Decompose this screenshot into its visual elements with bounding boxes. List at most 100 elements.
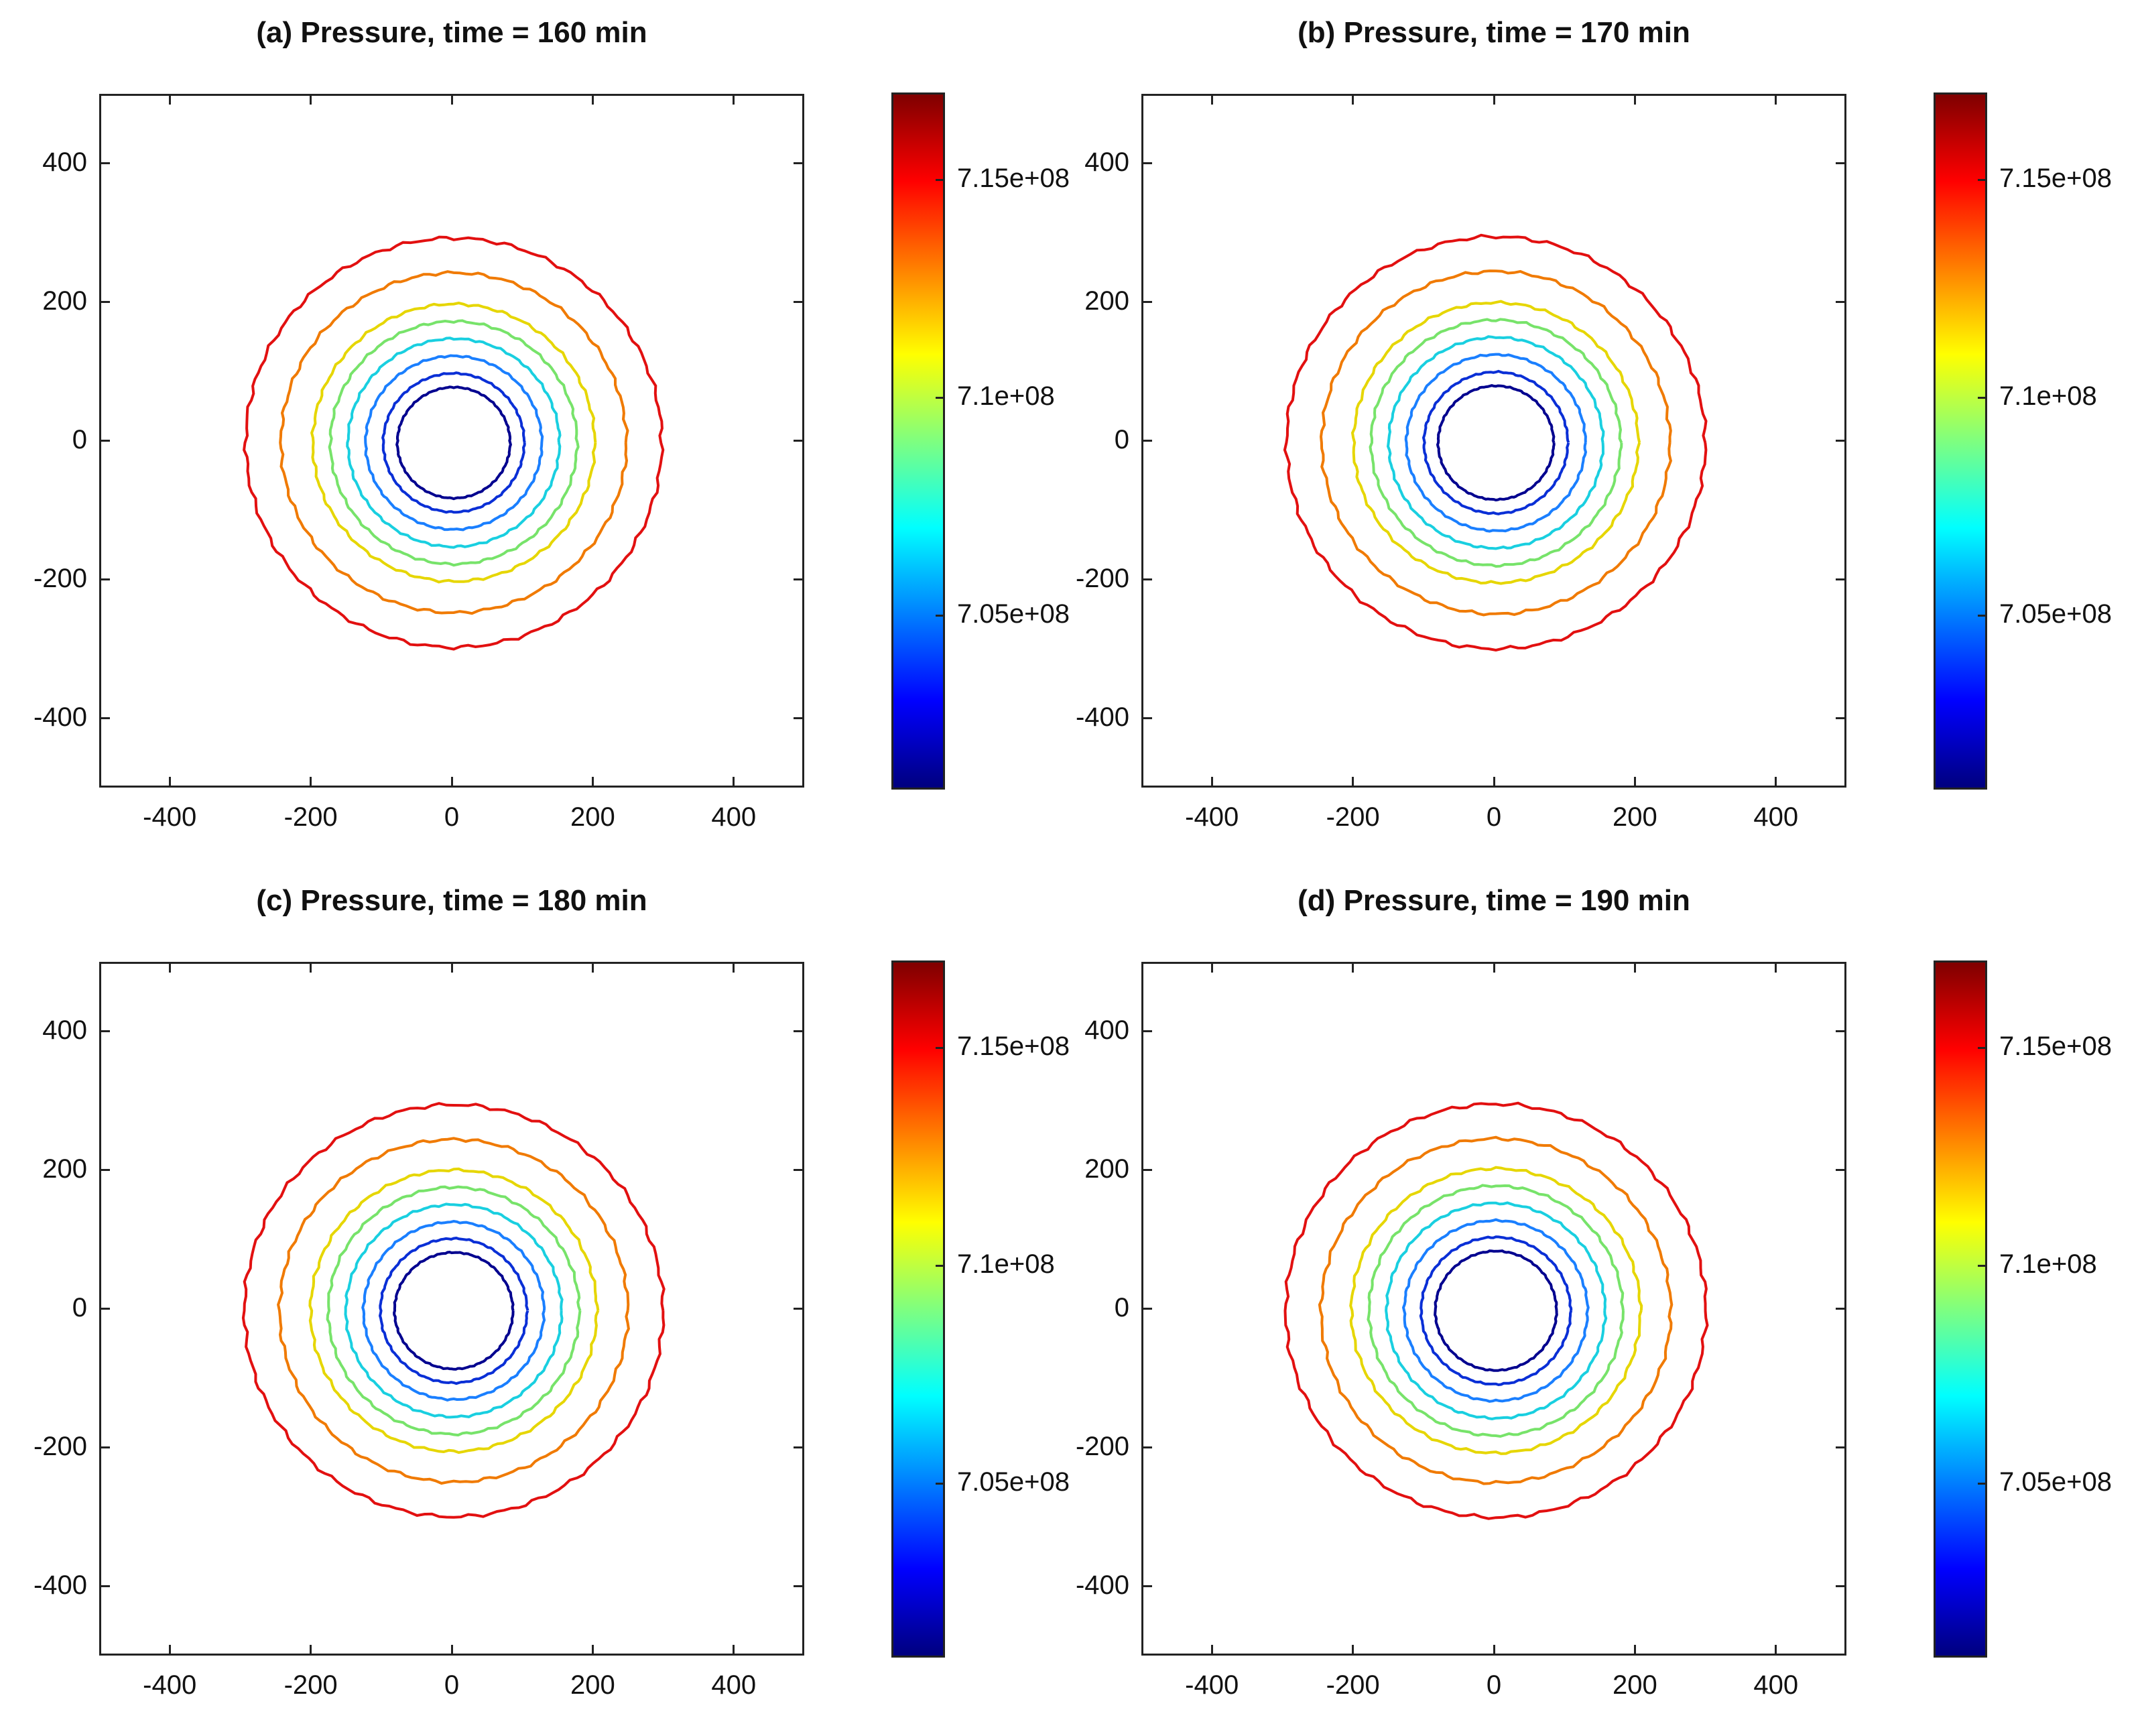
- chart0-ytick-right-2: [794, 440, 804, 442]
- chart3-ytick-left-0: [1141, 1030, 1152, 1032]
- chart3-xtick-label-3: 200: [1613, 1670, 1657, 1700]
- chart0-ytick-label-2: 0: [72, 424, 87, 454]
- chart3-xtick-bottom-4: [1775, 1645, 1777, 1656]
- chart1-colorbar-tick-1: [1978, 396, 1987, 399]
- chart2-xtick-label-4: 400: [711, 1670, 757, 1700]
- chart2-ytick-right-0: [794, 1030, 804, 1032]
- chart3-ytick-label-3: -200: [1075, 1431, 1129, 1461]
- chart2-xtick-label-2: 0: [444, 1670, 460, 1700]
- chart3-xtick-bottom-2: [1493, 1645, 1495, 1656]
- chart3-ytick-right-3: [1836, 1446, 1846, 1448]
- chart2-ytick-label-3: -200: [33, 1431, 87, 1461]
- chart0-colorbar-tick-0: [936, 178, 945, 181]
- chart2-plot-area: [99, 962, 804, 1656]
- chart0-contour-line-6: [279, 270, 629, 615]
- chart0-ytick-label-0: 400: [42, 147, 87, 177]
- chart0-contour-line-3: [346, 336, 562, 549]
- chart0-ytick-left-3: [99, 578, 110, 580]
- chart3-colorbar: [1934, 960, 1987, 1658]
- chart2-xtick-top-1: [310, 962, 312, 973]
- chart1-xtick-top-3: [1633, 94, 1636, 105]
- chart3-ytick-label-1: 200: [1084, 1154, 1129, 1184]
- chart1-contour-line-6: [1319, 269, 1672, 617]
- chart2-contour-line-3: [344, 1202, 564, 1419]
- chart2-ytick-label-0: 400: [42, 1015, 87, 1045]
- chart1-ytick-label-4: -400: [1075, 702, 1129, 732]
- chart2-ytick-right-2: [794, 1308, 804, 1310]
- chart0-xtick-bottom-2: [450, 777, 453, 788]
- chart3-xtick-top-1: [1352, 962, 1354, 973]
- chart3-xtick-label-0: -400: [1185, 1670, 1239, 1700]
- chart0-ytick-left-2: [99, 440, 110, 442]
- chart2-ytick-left-4: [99, 1585, 110, 1587]
- chart3-ytick-right-1: [1836, 1169, 1846, 1171]
- chart0-xtick-bottom-4: [733, 777, 735, 788]
- chart0-xtick-top-4: [733, 94, 735, 105]
- chart3-ytick-label-4: -400: [1075, 1570, 1129, 1600]
- chart3-ytick-label-0: 400: [1084, 1015, 1129, 1045]
- chart0-ytick-label-4: -400: [33, 702, 87, 732]
- chart0-xtick-top-0: [168, 94, 171, 105]
- chart1-ytick-right-1: [1836, 301, 1846, 303]
- chart1-colorbar-tick-0: [1978, 178, 1987, 181]
- chart0-colorbar-label-1: 7.1e+08: [957, 381, 1055, 411]
- chart3-ytick-left-1: [1141, 1169, 1152, 1171]
- chart1-xtick-top-4: [1775, 94, 1777, 105]
- chart0-contour-line-7: [243, 235, 665, 651]
- chart2-contour-line-5: [308, 1167, 600, 1454]
- chart1-colorbar-label-0: 7.15e+08: [1999, 164, 2112, 193]
- chart0-ytick-left-4: [99, 717, 110, 719]
- chart0-colorbar: [891, 92, 945, 790]
- chart3-colorbar-label-2: 7.05e+08: [1999, 1467, 2112, 1497]
- chart3-xtick-top-2: [1493, 962, 1495, 973]
- chart0-xtick-bottom-3: [591, 777, 594, 788]
- chart2-colorbar-tick-1: [936, 1264, 945, 1267]
- chart3-plot-area: [1141, 962, 1846, 1656]
- chart2-ytick-left-1: [99, 1169, 110, 1171]
- chart0-ytick-right-4: [794, 717, 804, 719]
- chart3-xtick-top-0: [1210, 962, 1213, 973]
- chart0-plot-area: [99, 94, 804, 788]
- chart0-colorbar-label-0: 7.15e+08: [957, 164, 1070, 193]
- chart1-xtick-bottom-0: [1210, 777, 1213, 788]
- chart3-xtick-bottom-3: [1633, 1645, 1636, 1656]
- chart2-ytick-right-4: [794, 1585, 804, 1587]
- chart2-ytick-left-2: [99, 1308, 110, 1310]
- chart2-colorbar: [891, 960, 945, 1658]
- chart0-xtick-label-3: 200: [570, 802, 615, 832]
- chart0-ytick-left-0: [99, 162, 110, 164]
- chart2-xtick-label-1: -200: [283, 1670, 338, 1700]
- chart0-xtick-bottom-1: [310, 777, 312, 788]
- chart2-xtick-label-3: 200: [570, 1670, 615, 1700]
- chart3-contour-line-6: [1318, 1135, 1674, 1485]
- chart2-xtick-bottom-0: [168, 1645, 171, 1656]
- chart0-ytick-left-1: [99, 301, 110, 303]
- chart1-ytick-right-0: [1836, 162, 1846, 164]
- chart3-contour-line-4: [1367, 1184, 1625, 1438]
- chart0-xtick-label-0: -400: [143, 802, 197, 832]
- chart1-xtick-top-2: [1493, 94, 1495, 105]
- chart3-contour-line-1: [1419, 1235, 1573, 1387]
- chart1-ytick-left-3: [1141, 578, 1152, 580]
- chart3-contour-line-5: [1349, 1166, 1643, 1455]
- chart3-colorbar-tick-1: [1978, 1264, 1987, 1267]
- chart0-xtick-label-2: 0: [444, 802, 460, 832]
- chart3-colorbar-tick-0: [1978, 1046, 1987, 1049]
- chart0-contour-line-2: [364, 354, 544, 532]
- chart2-xtick-top-4: [733, 962, 735, 973]
- chart2-xtick-bottom-1: [310, 1645, 312, 1656]
- chart3-ytick-right-0: [1836, 1030, 1846, 1032]
- chart3-contour-line-3: [1385, 1201, 1608, 1421]
- chart0-colorbar-tick-2: [936, 614, 945, 617]
- chart1-ytick-label-3: -200: [1075, 563, 1129, 593]
- chart2-contour-line-1: [378, 1237, 529, 1385]
- chart2-ytick-left-3: [99, 1446, 110, 1448]
- chart0-ytick-right-3: [794, 578, 804, 580]
- chart3-ytick-right-2: [1836, 1308, 1846, 1310]
- chart1-ytick-left-4: [1141, 717, 1152, 719]
- chart1-contour-svg: [1283, 233, 1708, 652]
- chart1-plot-area: [1141, 94, 1846, 788]
- chart1-colorbar-tick-2: [1978, 614, 1987, 617]
- chart1-contour-line-1: [1422, 369, 1570, 515]
- chart3-colorbar-label-1: 7.1e+08: [1999, 1249, 2097, 1279]
